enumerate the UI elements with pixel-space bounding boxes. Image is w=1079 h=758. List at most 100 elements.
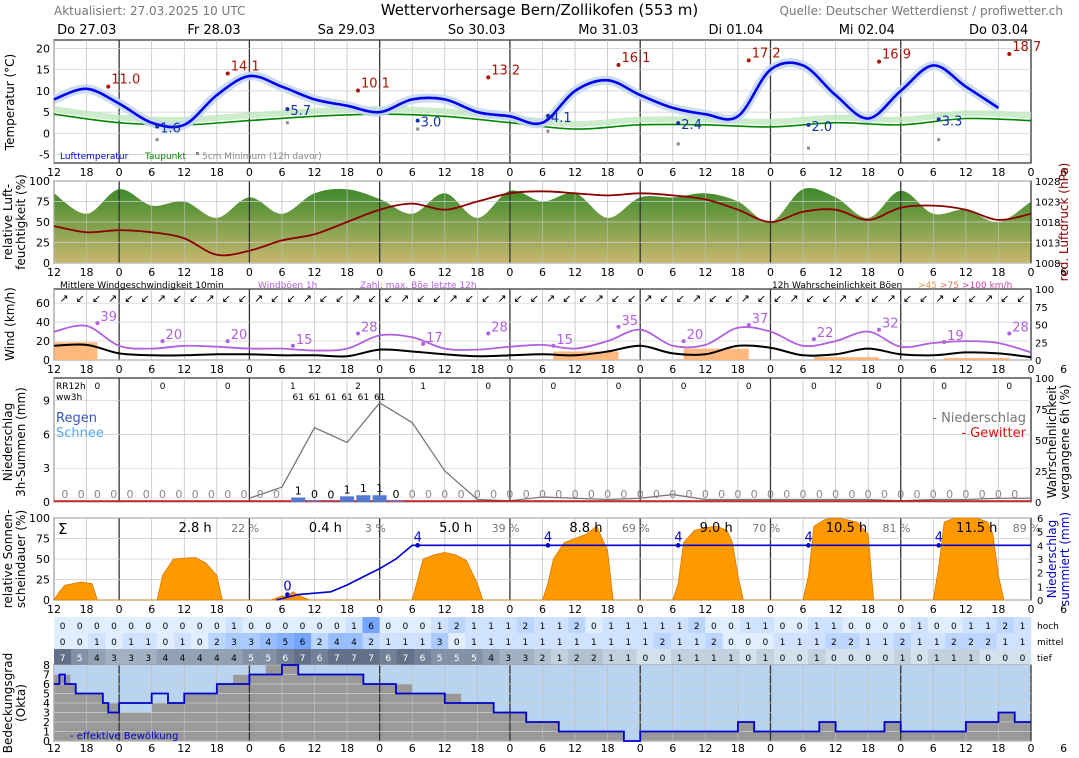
wind-direction-arrow: ↗ — [595, 292, 604, 305]
wind-direction-arrow: ↗ — [157, 292, 166, 305]
precip-zero-label: 0 — [686, 488, 693, 501]
precip-zero-label: 0 — [800, 488, 807, 501]
cloud-cell-value: 0 — [197, 638, 203, 648]
max-temp-dot — [746, 58, 751, 63]
sigma-label: Σ — [58, 520, 67, 538]
cloud-cell — [482, 617, 500, 633]
cloud-cell — [756, 617, 775, 633]
daily-sun-hours: 8.8 h — [569, 521, 602, 536]
cloud-cell — [225, 617, 243, 633]
cloud-cell-value: 3 — [128, 654, 134, 664]
cloud-cell-value: 0 — [334, 622, 340, 632]
precip-zero-label: 0 — [523, 488, 530, 501]
min-temp-dot — [806, 122, 811, 127]
day-label: Fr 28.03 — [187, 23, 240, 38]
precip-zero-label: 0 — [946, 488, 953, 501]
max-temp-label: 17.2 — [752, 46, 781, 61]
hour-tick-label: 18 — [340, 363, 354, 376]
cloud-cell-value: 0 — [300, 622, 306, 632]
wind-direction-arrow: ↙ — [530, 292, 539, 305]
cloud-cell-value: 1 — [608, 622, 614, 632]
cloud-cell-value: 0 — [797, 654, 803, 664]
gust-dot — [746, 322, 751, 327]
hour-tick-label: 18 — [601, 603, 615, 616]
temperature-panel: -5 0 5 10 15 20 11.0 14.1 10.1 13.2 16.1 17.2 16.9 18… — [36, 39, 1041, 164]
wind-direction-arrow: ↗ — [838, 292, 847, 305]
gust-line — [53, 324, 1032, 354]
cloud-cell-value: 1 — [917, 622, 923, 632]
precip-zero-label: 0 — [143, 488, 150, 501]
cloud-cell — [962, 633, 980, 649]
day-label: Di 01.04 — [708, 23, 763, 38]
cloud-cell — [979, 649, 998, 665]
cloud-cell — [276, 649, 295, 665]
gust-label: 22 — [817, 326, 834, 341]
precip-zero-label: 0 — [506, 488, 513, 501]
y-tick-label: 75 — [36, 533, 50, 546]
cloud-cell — [396, 649, 415, 665]
cloud-cell — [379, 633, 398, 649]
cloud-cell — [722, 649, 740, 665]
daily-sun-percent: 22 % — [231, 522, 259, 535]
cloud-cell — [705, 649, 723, 665]
hour-tick-label: 18 — [210, 603, 224, 616]
precip-zero-label: 0 — [159, 488, 166, 501]
gust-label: 19 — [947, 329, 964, 344]
hour-tick-label: 6 — [409, 266, 416, 279]
cloud-cell-value: 1 — [882, 638, 888, 648]
cloud-cell — [688, 617, 706, 633]
cloud-cell-value: 1 — [437, 622, 443, 632]
y-tick-label: 6 — [43, 678, 50, 691]
precip-zero-label: 0 — [224, 488, 231, 501]
cloud-cell — [122, 649, 141, 665]
gust-label: 20 — [166, 328, 183, 343]
precip-zero-label: 0 — [126, 488, 133, 501]
cloud-cell — [859, 633, 878, 649]
cloud-cell — [71, 633, 89, 649]
cloud-cell — [808, 617, 826, 633]
rr12h-value: 0 — [616, 382, 622, 392]
cloud-cell-value: 0 — [711, 622, 717, 632]
cloud-cell-value: 1 — [574, 638, 580, 648]
rain-bar-label: 0 — [392, 488, 399, 501]
rain-bar — [307, 500, 322, 502]
precip-zero-label: 0 — [110, 488, 117, 501]
hour-tick-label: 12 — [959, 166, 973, 179]
cloud-cell-value: 6 — [368, 622, 374, 632]
cloud-cell — [362, 649, 380, 665]
cloud-cell-value: 6 — [317, 654, 323, 664]
wind-direction-arrow: ↙ — [611, 292, 620, 305]
ww3h-value: 61 — [358, 393, 369, 403]
cloud-cell — [911, 617, 929, 633]
hour-tick-label: 6 — [669, 166, 676, 179]
cloud-cell-value: 0 — [163, 622, 169, 632]
rain-bar — [388, 500, 403, 502]
gust-dot — [1007, 331, 1012, 336]
hour-tick-label: 18 — [991, 266, 1005, 279]
cloud-cell — [105, 649, 123, 665]
wind-direction-arrow: ↙ — [676, 292, 685, 305]
cloud-cell — [945, 617, 963, 633]
rr12h-value: 0 — [681, 382, 687, 392]
cloud-cell-value: 0 — [934, 622, 940, 632]
cloud-cell — [962, 617, 980, 633]
cloud-cell — [893, 633, 912, 649]
precip-zero-label: 0 — [240, 488, 247, 501]
cloud-cell — [173, 633, 192, 649]
cloud-cell — [54, 649, 72, 665]
precip-zero-label: 0 — [816, 488, 823, 501]
wind-direction-arrow: ↙ — [773, 292, 782, 305]
cloud-cell — [671, 617, 689, 633]
cloud-cell — [139, 617, 158, 633]
cloud-cell — [791, 633, 809, 649]
precip-zero-label: 0 — [702, 488, 709, 501]
cloud-cell — [431, 633, 449, 649]
precip-ylabel: Niederschlag3h-Summen (mm) — [1, 387, 28, 497]
cloud-cell-value: 6 — [385, 654, 391, 664]
cloud-cell-value: 1 — [1020, 622, 1026, 632]
precip-zero-label: 0 — [881, 488, 888, 501]
gust-dot — [551, 343, 556, 348]
cloud-cell-value: 7 — [351, 654, 357, 664]
